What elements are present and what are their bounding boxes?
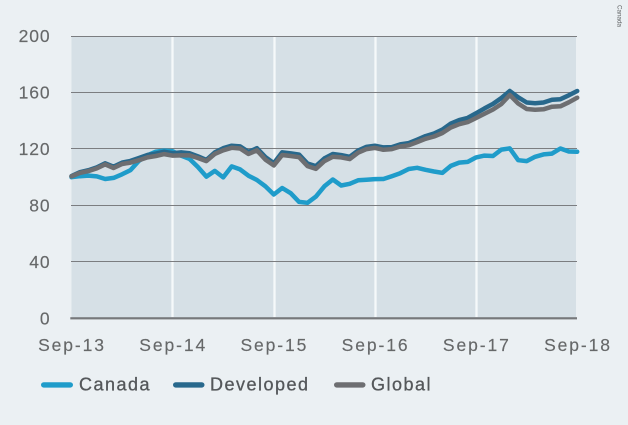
svg-text:Developed: Developed xyxy=(210,375,310,395)
svg-text:120: 120 xyxy=(19,139,51,159)
svg-text:160: 160 xyxy=(19,83,51,103)
svg-text:Sep-17: Sep-17 xyxy=(443,335,511,355)
svg-text:Sep-16: Sep-16 xyxy=(342,335,410,355)
svg-text:Sep-14: Sep-14 xyxy=(139,335,207,355)
svg-text:Canada: Canada xyxy=(79,375,151,395)
svg-text:Global: Global xyxy=(371,375,432,395)
svg-text:Sep-13: Sep-13 xyxy=(38,335,106,355)
svg-text:40: 40 xyxy=(29,252,50,272)
svg-text:80: 80 xyxy=(29,195,50,215)
svg-text:Sep-18: Sep-18 xyxy=(544,335,612,355)
svg-text:Canada: Canada xyxy=(616,5,623,28)
svg-text:200: 200 xyxy=(19,26,51,46)
svg-text:Sep-15: Sep-15 xyxy=(240,335,308,355)
svg-text:0: 0 xyxy=(40,308,51,328)
